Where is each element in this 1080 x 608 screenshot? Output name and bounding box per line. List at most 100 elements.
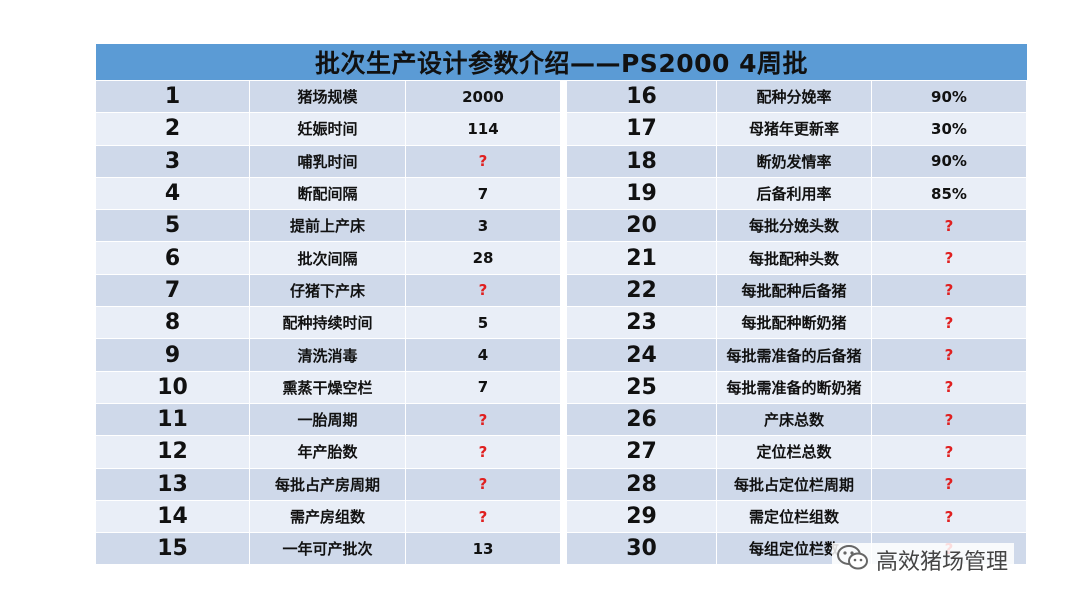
row-number: 29 bbox=[567, 500, 717, 534]
row-number: 23 bbox=[567, 307, 717, 340]
parameter-label: 断奶发情率 bbox=[717, 145, 872, 178]
parameter-label: 年产胎数 bbox=[250, 436, 406, 469]
parameter-label: 仔猪下产床 bbox=[250, 274, 406, 308]
column-gap bbox=[561, 113, 567, 146]
column-gap bbox=[561, 145, 567, 178]
parameter-label: 每组定位栏数 bbox=[717, 533, 872, 566]
parameter-label: 每批需准备的后备猪 bbox=[717, 339, 872, 372]
parameter-label: 后备利用率 bbox=[717, 177, 872, 211]
row-number: 17 bbox=[567, 113, 717, 146]
row-number: 2 bbox=[96, 113, 250, 146]
parameter-value: 30% bbox=[872, 113, 1027, 146]
parameter-label: 定位栏总数 bbox=[717, 436, 872, 469]
parameter-value: 7 bbox=[406, 177, 561, 211]
watermark-text: 高效猪场管理 bbox=[876, 550, 1009, 575]
page-title: 批次生产设计参数介绍——PS2000 4周批 bbox=[96, 44, 1027, 80]
parameter-value: 90% bbox=[872, 81, 1027, 114]
parameter-label: 每批占产房周期 bbox=[250, 468, 406, 501]
column-gap bbox=[561, 468, 567, 501]
row-number: 13 bbox=[96, 468, 250, 501]
parameter-label: 每批分娩头数 bbox=[717, 210, 872, 243]
parameter-value: ? bbox=[406, 500, 561, 534]
parameter-label: 妊娠时间 bbox=[250, 113, 406, 146]
parameter-value: ? bbox=[872, 307, 1027, 340]
parameter-value: ? bbox=[406, 403, 561, 437]
row-number: 18 bbox=[567, 145, 717, 178]
table-row: 2 妊娠时间 114 17 母猪年更新率 30% bbox=[96, 113, 1027, 146]
table-row: 4 断配间隔 7 19 后备利用率 85% bbox=[96, 177, 1027, 211]
parameter-label: 批次间隔 bbox=[250, 242, 406, 275]
row-number: 12 bbox=[96, 436, 250, 469]
parameter-value: 5 bbox=[406, 307, 561, 340]
row-number: 30 bbox=[567, 533, 717, 566]
parameter-sheet: 批次生产设计参数介绍——PS2000 4周批 1 猪场规模 2000 16 配种分娩率 9… bbox=[96, 44, 1027, 566]
parameter-label: 提前上产床 bbox=[250, 210, 406, 243]
table-row: 3 哺乳时间? 18 断奶发情率 90% bbox=[96, 145, 1027, 178]
row-number: 3 bbox=[96, 145, 250, 178]
column-gap bbox=[561, 274, 567, 308]
table-row: 13 每批占产房周期? 28 每批占定位栏周期? bbox=[96, 468, 1027, 501]
column-gap bbox=[561, 403, 567, 437]
parameter-value: ? bbox=[406, 468, 561, 501]
row-number: 15 bbox=[96, 533, 250, 566]
parameter-value: 85% bbox=[872, 177, 1027, 211]
parameter-value: 114 bbox=[406, 113, 561, 146]
row-number: 27 bbox=[567, 436, 717, 469]
parameter-label: 熏蒸干燥空栏 bbox=[250, 371, 406, 404]
column-gap bbox=[561, 242, 567, 275]
row-number: 6 bbox=[96, 242, 250, 275]
table-row: 8 配种持续时间 5 23 每批配种断奶猪? bbox=[96, 307, 1027, 340]
parameter-value: ? bbox=[872, 500, 1027, 534]
parameter-value: ? bbox=[872, 210, 1027, 243]
column-gap bbox=[561, 371, 567, 404]
row-number: 24 bbox=[567, 339, 717, 372]
wechat-icon bbox=[836, 543, 870, 577]
table-row: 9 清洗消毒 4 24 每批需准备的后备猪? bbox=[96, 339, 1027, 372]
table-row: 5 提前上产床 3 20 每批分娩头数? bbox=[96, 210, 1027, 243]
parameter-value: 7 bbox=[406, 371, 561, 404]
row-number: 19 bbox=[567, 177, 717, 211]
parameter-value: ? bbox=[406, 436, 561, 469]
parameter-value: ? bbox=[406, 274, 561, 308]
column-gap bbox=[561, 500, 567, 534]
parameter-label: 猪场规模 bbox=[250, 81, 406, 114]
table-row: 1 猪场规模 2000 16 配种分娩率 90% bbox=[96, 81, 1027, 114]
parameter-label: 需产房组数 bbox=[250, 500, 406, 534]
parameter-value: 13 bbox=[406, 533, 561, 566]
parameter-value: ? bbox=[872, 403, 1027, 437]
parameter-value: ? bbox=[872, 436, 1027, 469]
column-gap bbox=[561, 307, 567, 340]
parameter-label: 配种分娩率 bbox=[717, 81, 872, 114]
row-number: 25 bbox=[567, 371, 717, 404]
column-gap bbox=[561, 177, 567, 211]
parameter-value: ? bbox=[406, 145, 561, 178]
parameter-label: 产床总数 bbox=[717, 403, 872, 437]
table-row: 6 批次间隔 28 21 每批配种头数? bbox=[96, 242, 1027, 275]
parameter-label: 每批占定位栏周期 bbox=[717, 468, 872, 501]
table-row: 11 一胎周期? 26 产床总数? bbox=[96, 403, 1027, 437]
parameter-value: ? bbox=[872, 242, 1027, 275]
row-number: 7 bbox=[96, 274, 250, 308]
parameter-label: 每批需准备的断奶猪 bbox=[717, 371, 872, 404]
parameter-label: 一胎周期 bbox=[250, 403, 406, 437]
parameter-label: 配种持续时间 bbox=[250, 307, 406, 340]
parameter-label: 一年可产批次 bbox=[250, 533, 406, 566]
parameter-label: 母猪年更新率 bbox=[717, 113, 872, 146]
parameter-label: 每批配种后备猪 bbox=[717, 274, 872, 308]
table-row: 10 熏蒸干燥空栏 7 25 每批需准备的断奶猪? bbox=[96, 371, 1027, 404]
parameter-table: 1 猪场规模 2000 16 配种分娩率 90% 2 妊娠时间 114 17 母猪年更新率 30% 3 哺… bbox=[96, 81, 1027, 566]
row-number: 22 bbox=[567, 274, 717, 308]
parameter-label: 哺乳时间 bbox=[250, 145, 406, 178]
table-row: 14 需产房组数? 29 需定位栏组数? bbox=[96, 500, 1027, 534]
parameter-label: 需定位栏组数 bbox=[717, 500, 872, 534]
parameter-value: ? bbox=[872, 274, 1027, 308]
row-number: 14 bbox=[96, 500, 250, 534]
parameter-value: 28 bbox=[406, 242, 561, 275]
parameter-value: ? bbox=[872, 339, 1027, 372]
row-number: 21 bbox=[567, 242, 717, 275]
row-number: 16 bbox=[567, 81, 717, 114]
row-number: 11 bbox=[96, 403, 250, 437]
parameter-value: ? bbox=[872, 371, 1027, 404]
table-row: 7 仔猪下产床? 22 每批配种后备猪? bbox=[96, 274, 1027, 308]
row-number: 20 bbox=[567, 210, 717, 243]
